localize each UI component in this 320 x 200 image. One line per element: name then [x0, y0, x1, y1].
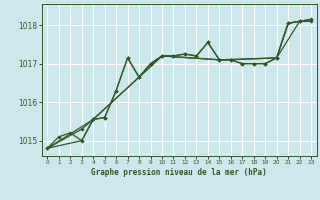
- X-axis label: Graphe pression niveau de la mer (hPa): Graphe pression niveau de la mer (hPa): [91, 168, 267, 177]
